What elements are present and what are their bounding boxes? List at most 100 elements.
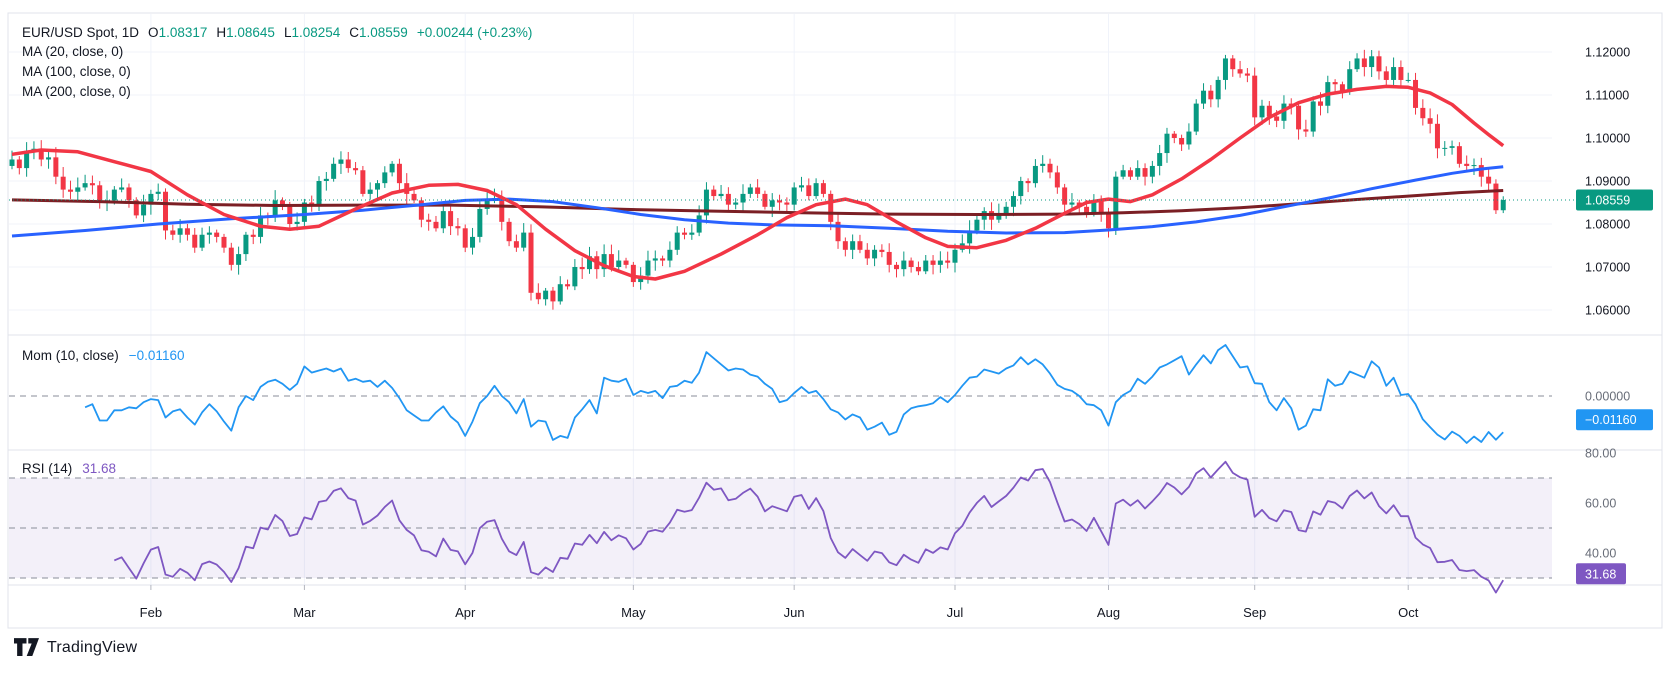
momentum-badge: [1576, 409, 1653, 431]
candle: [1413, 79, 1419, 108]
candle: [24, 150, 30, 169]
candle: [777, 200, 783, 203]
candle: [1376, 56, 1382, 72]
candle: [367, 189, 373, 194]
candle: [557, 284, 563, 302]
candle: [470, 236, 476, 248]
candle: [294, 221, 300, 224]
candle: [762, 193, 768, 207]
candle: [820, 183, 826, 194]
tradingview-branding-link[interactable]: TradingView: [14, 637, 137, 658]
candle: [528, 232, 534, 293]
candle: [872, 249, 878, 259]
candle: [711, 189, 717, 197]
candle: [1471, 165, 1477, 167]
candle: [725, 193, 731, 205]
candle: [53, 157, 59, 177]
candle: [506, 221, 512, 242]
time-axis-month-label: Feb: [140, 605, 162, 620]
candle: [1230, 58, 1236, 70]
candle: [667, 249, 673, 261]
candle: [1493, 183, 1499, 211]
gridlines: [9, 14, 1552, 585]
last-price-badge: [1576, 189, 1653, 211]
candle: [353, 168, 359, 171]
candle: [718, 193, 724, 197]
candle: [1157, 153, 1163, 166]
candle: [1113, 176, 1119, 229]
rsi-axis-tick: 60.00: [1585, 497, 1616, 511]
candle: [901, 260, 907, 270]
candle: [243, 234, 249, 255]
candle: [1361, 58, 1367, 68]
rsi-axis-tick: 40.00: [1585, 547, 1616, 561]
candle: [1383, 71, 1389, 80]
candle: [272, 200, 278, 218]
candle: [1244, 73, 1250, 76]
candle: [433, 221, 439, 229]
candle: [1120, 170, 1126, 177]
candle: [689, 232, 695, 235]
candle: [440, 211, 446, 229]
candle: [309, 202, 315, 205]
candle: [279, 200, 285, 207]
candle: [1054, 172, 1060, 188]
candle: [616, 260, 622, 267]
candle: [1456, 146, 1462, 164]
momentum-line: [84, 344, 1504, 444]
candle: [1317, 101, 1323, 106]
candle: [521, 232, 527, 248]
candle: [579, 267, 585, 270]
candle: [184, 228, 190, 235]
candle: [1040, 163, 1046, 166]
candle: [791, 187, 797, 205]
time-axis[interactable]: Feb Mar Apr May Jun Jul Aug Sep Oct: [140, 585, 1419, 620]
candle: [89, 183, 95, 186]
candle: [1091, 200, 1097, 214]
price-axis-tick: 1.08000: [1585, 218, 1630, 232]
candle: [630, 264, 636, 283]
candle: [1215, 79, 1221, 100]
candle: [177, 228, 183, 235]
candle: [1500, 199, 1506, 211]
candle: [111, 189, 117, 201]
candle: [864, 249, 870, 259]
candle: [682, 232, 688, 235]
candle: [850, 241, 856, 250]
tradingview-logo-icon: [14, 638, 39, 656]
price-axis[interactable]: 1.12000 1.11000 1.10000 1.09000 1.08000 1.070…: [1576, 46, 1653, 585]
candle: [250, 234, 256, 237]
candle: [316, 181, 322, 205]
candle: [1391, 67, 1397, 80]
candle: [1478, 165, 1484, 177]
candle: [1164, 133, 1170, 154]
candle: [411, 193, 417, 201]
candle: [67, 189, 73, 192]
candle: [543, 290, 549, 300]
candle: [952, 249, 958, 263]
candle: [455, 226, 461, 229]
candle: [740, 193, 746, 203]
candle: [133, 200, 139, 216]
candle: [879, 249, 885, 252]
candle: [755, 187, 761, 194]
candle: [228, 247, 234, 265]
candle: [1442, 147, 1448, 149]
candle: [1427, 118, 1433, 124]
candle: [155, 191, 161, 194]
candle: [1062, 187, 1068, 205]
candle: [1084, 206, 1090, 214]
candle: [857, 241, 863, 250]
candle: [338, 159, 344, 164]
candle: [301, 202, 307, 222]
candle: [221, 236, 227, 248]
candles-layer[interactable]: [9, 49, 1506, 310]
candle: [1274, 116, 1280, 121]
time-axis-month-label: Jul: [947, 605, 964, 620]
candle: [9, 159, 15, 166]
candle: [747, 187, 753, 194]
candle: [703, 189, 709, 216]
candle: [119, 187, 125, 190]
candle: [696, 215, 702, 233]
